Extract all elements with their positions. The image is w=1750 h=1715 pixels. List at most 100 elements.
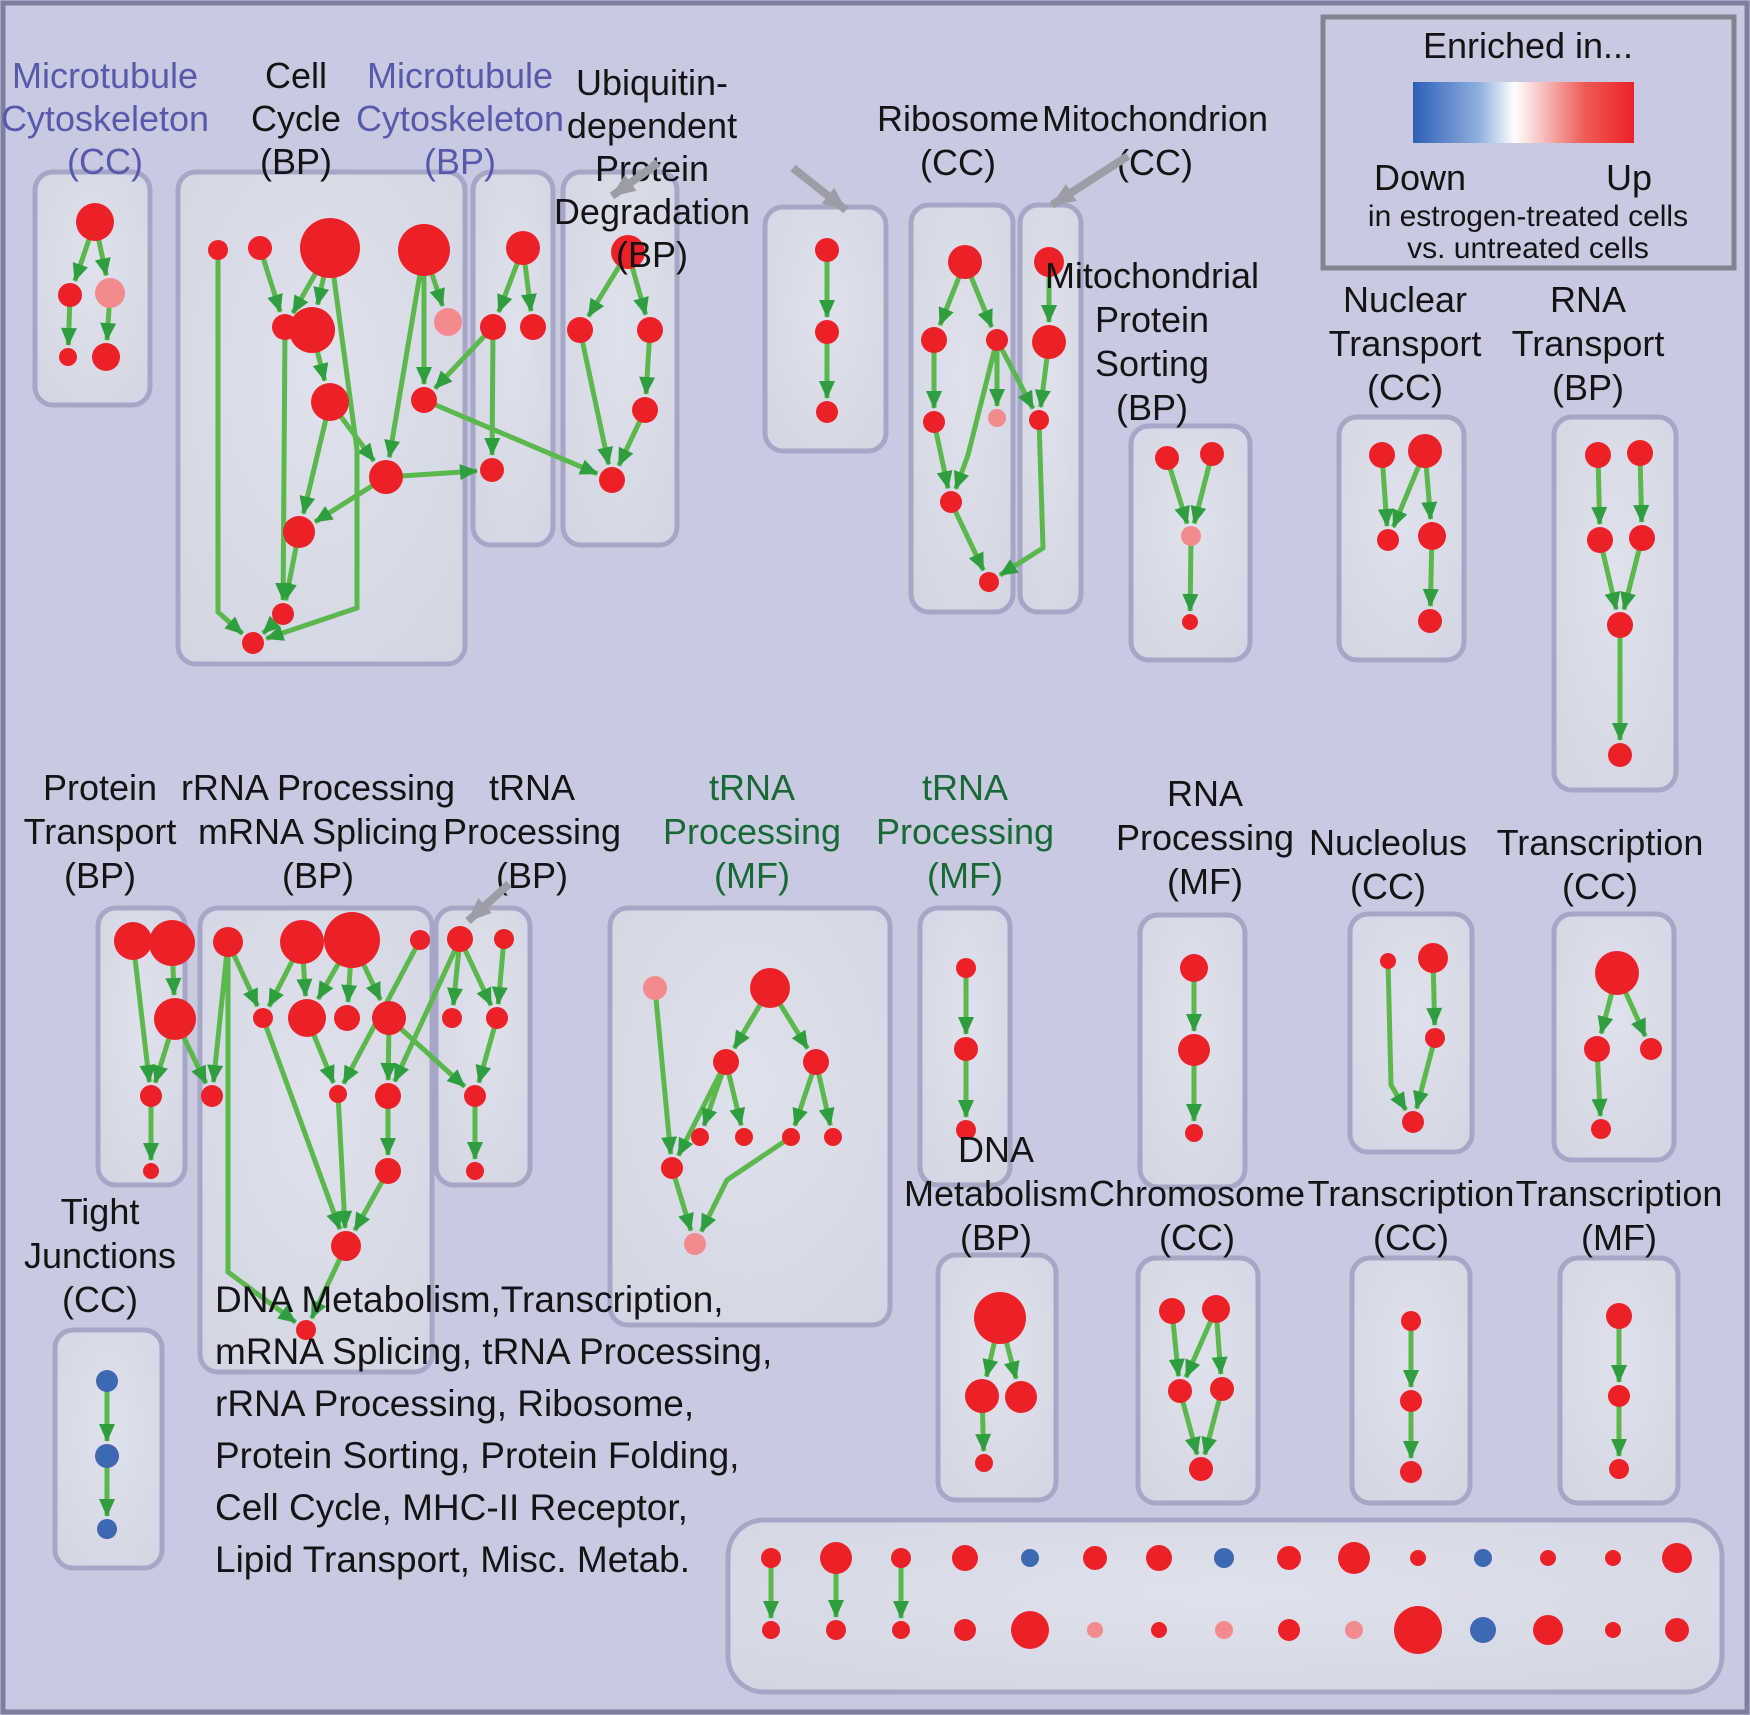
cluster-box-dna-metabolism [935, 1252, 1059, 1503]
edge-L5-L13 [260, 1017, 343, 1231]
edge-D2-D5 [577, 329, 613, 466]
node-N9 [824, 1128, 842, 1146]
label-line: Ubiquitin- [576, 62, 728, 103]
label-line: (MF) [927, 855, 1003, 896]
edge-F6-F7 [948, 500, 986, 572]
edge-B4-B8 [384, 249, 427, 459]
label-line: Sorting [1095, 343, 1209, 384]
edge-F4-F6 [931, 421, 953, 490]
label-line: (BP) [1116, 387, 1188, 428]
node-s7t [1214, 1548, 1234, 1568]
edge-M2-M4 [491, 938, 508, 1006]
edge-Q3-Q4 [1413, 1037, 1438, 1110]
node-I1 [1369, 442, 1395, 468]
node-T5 [1189, 1457, 1213, 1481]
node-B3 [300, 218, 360, 278]
node-s3b [954, 1619, 976, 1641]
node-I2 [1408, 434, 1442, 468]
edge-G3-F7 [998, 419, 1046, 578]
node-S3 [1005, 1381, 1037, 1413]
label-line: tRNA [709, 767, 795, 808]
node-J3 [1587, 527, 1613, 553]
label-line: (CC) [67, 141, 143, 182]
label-line: Nucleolus [1309, 822, 1467, 863]
label-chromosome: Chromosome (CC) [1089, 1173, 1305, 1258]
node-L9 [201, 1085, 223, 1107]
cluster-box-protein-transport [95, 905, 188, 1188]
label-transcription-cc-bot: Transcription (CC) [1308, 1173, 1515, 1258]
label-line: RNA [1550, 279, 1626, 320]
node-N3 [713, 1049, 739, 1075]
layer-labels: Microtubule Cytoskeleton (CC) Cell Cycle (BP)… [1, 55, 1722, 1580]
node-I5 [1418, 609, 1442, 633]
label-line: (BP) [616, 234, 688, 275]
label-mc-cc: Microtubule Cytoskeleton (CC) [1, 55, 209, 182]
edge-H3-H4 [1182, 535, 1199, 613]
legend-text: in estrogen-treated cells [1368, 200, 1688, 233]
node-L6 [288, 999, 326, 1037]
node-s5b [1087, 1622, 1103, 1638]
edge-B1-B11 [215, 250, 245, 636]
label-line: Processing [443, 811, 621, 852]
node-M1 [447, 926, 473, 952]
node-Q4 [1402, 1111, 1424, 1133]
node-B11 [242, 632, 264, 654]
node-M3 [442, 1008, 462, 1028]
label-line: dependent [567, 105, 737, 146]
node-F4 [923, 411, 945, 433]
edge-L10-L13 [335, 1093, 353, 1230]
layer-nodes [58, 203, 1692, 1654]
node-N1 [643, 976, 667, 1000]
label-line: Microtubule [12, 55, 198, 96]
label-tight-junctions: Tight Junctions (CC) [24, 1191, 176, 1320]
node-Q3 [1425, 1028, 1445, 1048]
label-line: (CC) [1117, 142, 1193, 183]
label-cell-cycle: Cell Cycle (BP) [251, 55, 341, 182]
node-L1 [213, 927, 243, 957]
node-C1 [506, 231, 540, 265]
node-C2 [480, 314, 506, 340]
node-R4 [1591, 1119, 1611, 1139]
label-line: (BP) [260, 141, 332, 182]
node-s6b [1151, 1622, 1167, 1638]
edge-L1-L14 [225, 942, 298, 1325]
node-K3 [154, 998, 196, 1040]
node-F1 [948, 245, 982, 279]
label-line: (BP) [424, 141, 496, 182]
label-line: Tight [61, 1191, 140, 1232]
node-N7 [735, 1128, 753, 1146]
edge-Q1-Q4 [1385, 960, 1408, 1112]
node-E3 [816, 401, 838, 423]
edge-L1-L9 [207, 941, 231, 1084]
node-D4 [632, 397, 658, 423]
node-G3 [1029, 410, 1049, 430]
label-nucleolus: Nucleolus (CC) [1309, 822, 1467, 907]
edge-K1-K4 [130, 940, 156, 1084]
node-B10 [272, 603, 294, 625]
node-U2 [1400, 1390, 1422, 1412]
label-line: Metabolism [904, 1173, 1088, 1214]
label-line: RNA [1167, 773, 1243, 814]
node-A4 [59, 348, 77, 366]
legend-text: Down [1374, 157, 1466, 198]
edge-L8-M5 [387, 1016, 467, 1089]
node-T2 [1202, 1295, 1230, 1323]
node-F6 [940, 491, 962, 513]
node-s11t [1474, 1549, 1492, 1567]
label-line: (CC) [920, 142, 996, 183]
label-line: Transcription [1497, 822, 1704, 863]
node-C3 [520, 314, 546, 340]
node-O1 [956, 958, 976, 978]
label-line: (BP) [64, 855, 136, 896]
node-U1 [1401, 1311, 1421, 1331]
edge-C2-BR [433, 325, 495, 391]
label-line: Cell [265, 55, 327, 96]
label-misc-list: DNA Metabolism,Transcription, mRNA Splici… [215, 1279, 772, 1580]
ubiquitin-arrow-left [609, 159, 661, 200]
node-L7 [334, 1005, 360, 1031]
node-R1 [1595, 951, 1639, 995]
node-G1 [1034, 247, 1064, 277]
node-F3 [986, 329, 1008, 351]
